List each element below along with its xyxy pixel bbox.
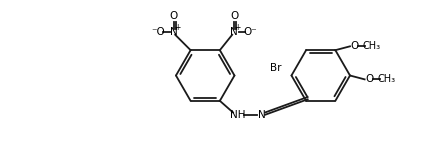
Text: ⁻O: ⁻O — [151, 28, 165, 37]
Text: O: O — [365, 74, 373, 84]
Text: Br: Br — [270, 63, 282, 73]
Text: N: N — [170, 28, 178, 37]
Text: O: O — [350, 41, 359, 51]
Text: +: + — [175, 23, 181, 32]
Text: O: O — [169, 11, 178, 21]
Text: NH: NH — [230, 110, 245, 120]
Text: O⁻: O⁻ — [244, 28, 257, 37]
Text: N: N — [257, 110, 265, 120]
Text: N: N — [230, 28, 238, 37]
Text: +: + — [235, 23, 241, 32]
Text: O: O — [230, 11, 238, 21]
Text: CH₃: CH₃ — [362, 41, 381, 51]
Text: CH₃: CH₃ — [377, 74, 395, 84]
